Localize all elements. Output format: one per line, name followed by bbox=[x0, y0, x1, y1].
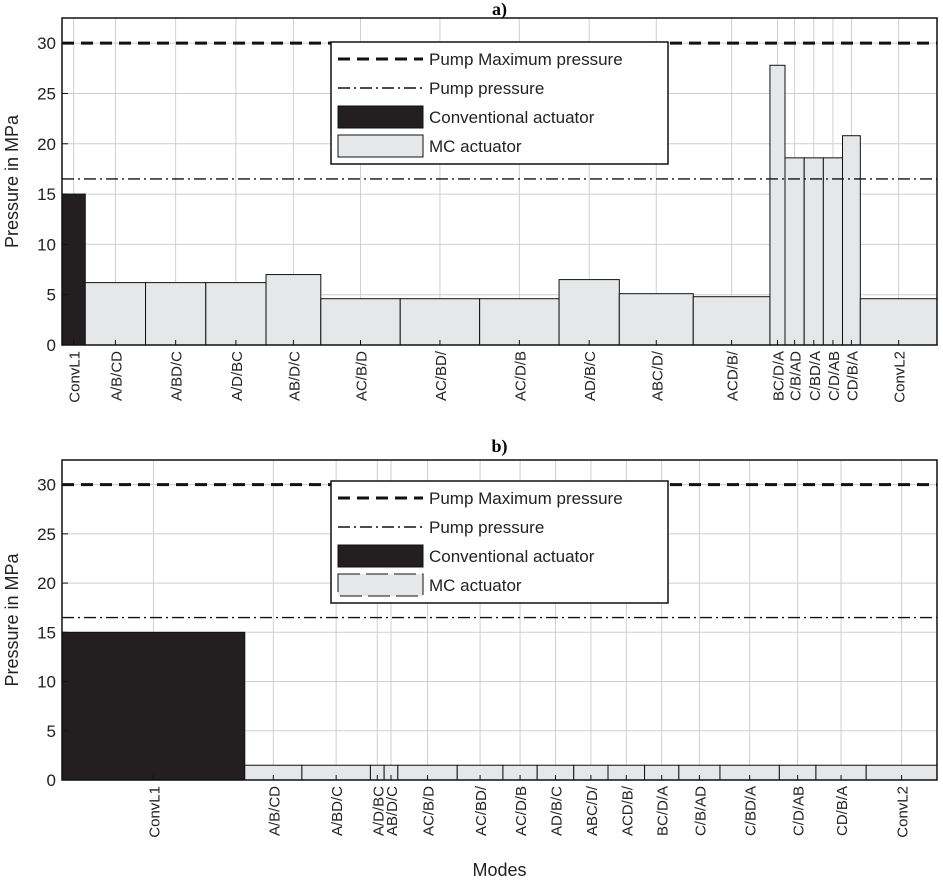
bar-a-b-cd bbox=[84, 282, 147, 346]
x-tick-label: AC/B/D bbox=[354, 351, 371, 401]
x-tick-label: BC/D/A bbox=[655, 786, 672, 836]
axes-frame bbox=[61, 17, 938, 346]
x-tick-label: BC/D/A bbox=[770, 351, 787, 401]
legend-swatch-mc bbox=[337, 573, 424, 597]
x-tick-label: C/B/AD bbox=[692, 786, 709, 836]
legend: Pump Maximum pressure Pump pressure Conven… bbox=[330, 41, 669, 165]
bar-convl2 bbox=[859, 298, 938, 346]
x-tick-label: AC/D/B bbox=[512, 351, 529, 401]
y-tick-label: 10 bbox=[37, 673, 56, 692]
legend-label: Conventional actuator bbox=[429, 108, 595, 127]
bar-ad-b-c bbox=[558, 279, 620, 346]
x-tick-label: AD/B/C bbox=[548, 786, 565, 836]
x-tick-label: A/D/BC bbox=[229, 351, 246, 401]
legend-label: MC actuator bbox=[429, 137, 522, 156]
x-axis-label: Modes bbox=[472, 860, 526, 880]
legend-label: Pump pressure bbox=[429, 518, 544, 537]
y-tick-label: 5 bbox=[47, 722, 56, 741]
bar-c-b-ad bbox=[784, 157, 805, 346]
x-tick-label: ConvL1 bbox=[67, 351, 84, 403]
y-axis: 0 5 10 15 20 25 30 bbox=[37, 34, 68, 355]
chart-title: a) bbox=[492, 0, 507, 20]
x-tick-label: ConvL1 bbox=[146, 786, 163, 838]
bar-ac-d-b bbox=[479, 298, 560, 346]
x-tick-label: ACD/B/ bbox=[619, 785, 636, 836]
x-tick-label: AD/B/C bbox=[582, 351, 599, 401]
x-tick-label: AC/BD/ bbox=[473, 785, 490, 836]
x-tick-label: AC/B/D bbox=[421, 786, 438, 836]
x-tick-label: A/BD/C bbox=[329, 786, 346, 836]
chart-panel-b: 0 5 10 15 20 25 30 ConvL1 A/B/CD A/BD/C A/D/BCAB/D… bbox=[2, 436, 938, 880]
x-tick-label: C/D/AB bbox=[791, 786, 808, 836]
y-tick-label: 10 bbox=[37, 235, 56, 254]
legend-swatch-conventional bbox=[337, 105, 424, 129]
legend-box bbox=[330, 480, 669, 604]
chart-panel-a: 0 5 10 15 20 25 30 ConvL1 A/B/CD A/BD/C A/D/BC AB/D… bbox=[2, 0, 938, 403]
bar-a-d-bc bbox=[205, 282, 267, 346]
x-tick-label: A/BD/C bbox=[169, 351, 186, 401]
bar-a-bd-c bbox=[145, 282, 207, 346]
y-axis-label: Pressure in MPa bbox=[2, 552, 22, 686]
axes-frame bbox=[61, 459, 938, 781]
x-tick-label: C/BD/A bbox=[743, 786, 760, 836]
x-tick-label: AC/D/B bbox=[513, 786, 530, 836]
bar-ab-d-c bbox=[265, 274, 322, 346]
y-tick-label: 20 bbox=[37, 135, 56, 154]
x-tick-label: AC/BD/ bbox=[433, 350, 450, 401]
y-tick-label: 25 bbox=[37, 84, 56, 103]
legend: Pump Maximum pressure Pump pressure Conven… bbox=[330, 480, 669, 604]
bar-convl1 bbox=[61, 631, 246, 781]
bar-ac-bd- bbox=[399, 298, 481, 346]
y-tick-label: 30 bbox=[37, 476, 56, 495]
x-tick-label: CD/B/A bbox=[844, 351, 861, 401]
x-tick-label: AB/D/C bbox=[384, 786, 401, 836]
bar-c-d-ab bbox=[822, 157, 844, 346]
bar-c-bd-a bbox=[803, 157, 824, 346]
x-tick-label: C/B/AD bbox=[788, 351, 805, 401]
y-axis: 0 5 10 15 20 25 30 bbox=[37, 476, 68, 790]
legend-swatch-conventional bbox=[337, 544, 424, 568]
legend-label: MC actuator bbox=[429, 576, 522, 595]
x-tick-label: ABC/D/ bbox=[584, 785, 601, 836]
y-tick-label: 15 bbox=[37, 623, 56, 642]
x-tick-label: AB/D/C bbox=[286, 351, 303, 401]
bar-ac-b-d bbox=[320, 298, 401, 346]
bars bbox=[61, 64, 938, 346]
x-tick-label: A/B/CD bbox=[266, 786, 283, 836]
bar-cd-b-a bbox=[842, 135, 861, 346]
y-tick-label: 15 bbox=[37, 185, 56, 204]
y-tick-label: 5 bbox=[47, 286, 56, 305]
y-tick-label: 25 bbox=[37, 525, 56, 544]
x-axis: ConvL1 A/B/CD A/BD/C A/D/BC AB/D/C AC/B/D AC/B… bbox=[67, 340, 909, 403]
legend-label: Pump Maximum pressure bbox=[429, 50, 623, 69]
x-tick-label: ACD/B/ bbox=[725, 350, 742, 401]
x-tick-label: ConvL2 bbox=[895, 786, 912, 838]
bar-abc-d- bbox=[618, 293, 694, 346]
y-tick-label: 0 bbox=[47, 336, 56, 355]
x-tick-label: CD/B/A bbox=[834, 786, 851, 836]
y-axis-label: Pressure in MPa bbox=[2, 114, 22, 248]
chart-title: b) bbox=[491, 436, 507, 457]
y-tick-label: 20 bbox=[37, 574, 56, 593]
legend-label: Conventional actuator bbox=[429, 547, 595, 566]
legend-swatch-mc bbox=[337, 134, 424, 158]
legend-label: Pump Maximum pressure bbox=[429, 489, 623, 508]
x-tick-label: A/D/BC bbox=[370, 786, 387, 836]
x-tick-label: ABC/D/ bbox=[649, 350, 666, 401]
bar-convl1 bbox=[61, 193, 86, 346]
legend-label: Pump pressure bbox=[429, 79, 544, 98]
x-tick-label: C/BD/A bbox=[807, 351, 824, 401]
bar-bc-d-a bbox=[769, 64, 786, 346]
y-tick-label: 30 bbox=[37, 34, 56, 53]
bars bbox=[61, 631, 938, 781]
bar-acd-b- bbox=[692, 296, 771, 346]
x-tick-label: C/D/AB bbox=[826, 351, 843, 401]
y-tick-label: 0 bbox=[47, 771, 56, 790]
x-tick-label: A/B/CD bbox=[108, 351, 125, 401]
x-tick-label: ConvL2 bbox=[892, 351, 909, 403]
